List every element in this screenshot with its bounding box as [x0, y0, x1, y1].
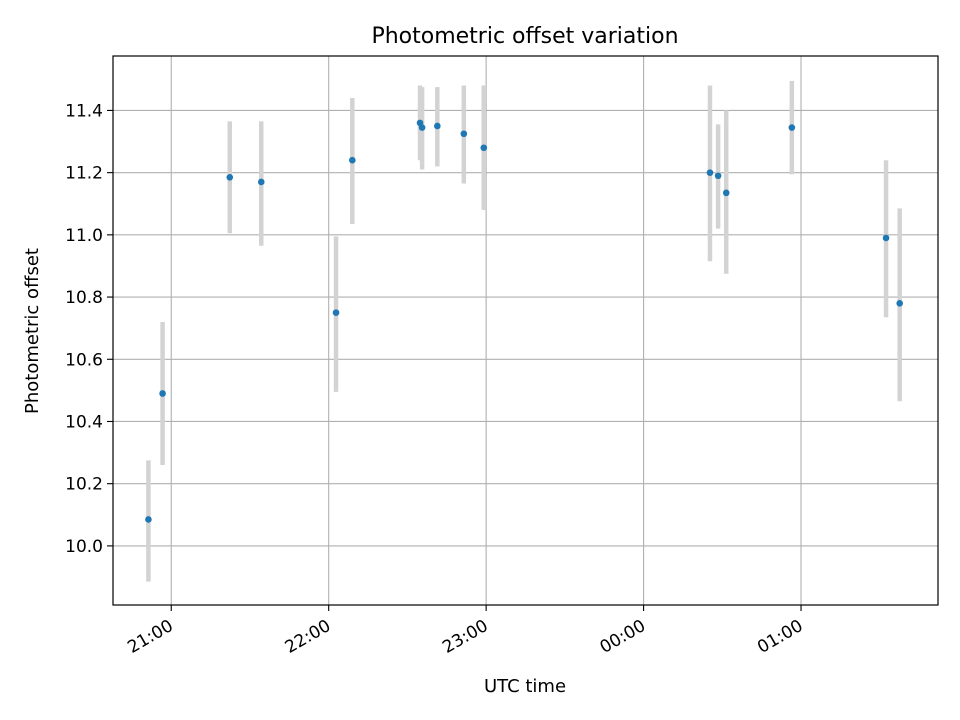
data-point: [788, 124, 796, 131]
data-point: [332, 309, 340, 316]
y-tick-label: 10.0: [65, 537, 103, 557]
data-point: [145, 516, 152, 523]
y-tick-label: 10.6: [65, 350, 103, 370]
data-points: [145, 119, 903, 523]
data-point: [226, 174, 234, 181]
data-point: [460, 130, 468, 138]
x-axis-label: UTC time: [484, 676, 566, 697]
plot-frame: [112, 55, 939, 606]
y-axis-label: Photometric offset: [22, 248, 43, 414]
data-point: [706, 169, 714, 176]
y-tick-label: 11.0: [65, 226, 103, 246]
y-tick-label: 10.4: [65, 412, 103, 432]
data-point: [882, 234, 890, 242]
y-axis-ticks: 10.0 10.2 10.4 10.6 10.8 11.0 11.2 11.4: [65, 101, 113, 557]
y-tick-label: 11.2: [65, 164, 103, 184]
data-point: [896, 299, 903, 307]
data-point: [722, 189, 730, 197]
data-point: [257, 178, 265, 186]
data-point: [349, 156, 356, 164]
data-point: [418, 124, 426, 131]
y-tick-label: 11.4: [65, 101, 103, 121]
grid-lines: [113, 56, 938, 605]
chart-title: Photometric offset variation: [371, 24, 678, 49]
y-tick-label: 10.8: [65, 288, 103, 308]
data-point: [159, 390, 166, 397]
data-point: [714, 172, 722, 180]
data-point: [480, 144, 488, 152]
data-point: [434, 122, 441, 130]
y-tick-label: 10.2: [65, 475, 103, 495]
